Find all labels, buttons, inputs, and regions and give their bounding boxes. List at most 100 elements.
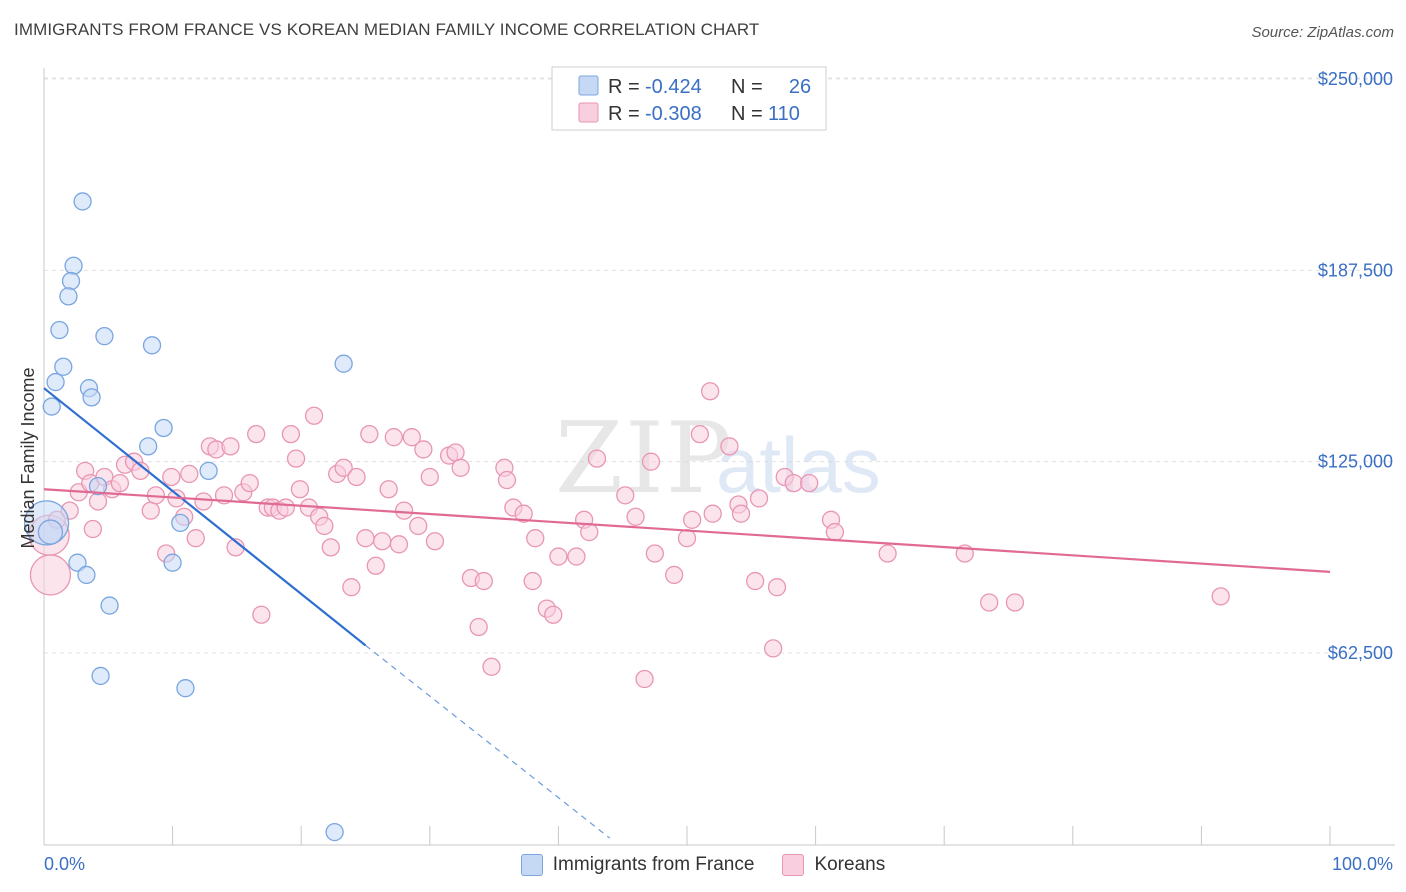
france-point (82, 388, 101, 407)
korean-point (664, 565, 684, 585)
korean-point (469, 617, 488, 637)
korean-point (384, 428, 403, 447)
korean-point (347, 467, 366, 487)
korean-point (526, 529, 545, 548)
korean-point (414, 440, 433, 459)
source-label: Source: ZipAtlas.com (1251, 24, 1394, 41)
korean-point (731, 504, 751, 523)
korean-point (580, 522, 599, 542)
france-point (325, 822, 344, 842)
france-point (42, 397, 61, 416)
korean-point (703, 504, 722, 523)
korean-point (110, 473, 130, 493)
trend-lines (43, 387, 1331, 839)
y-axis-labels: $62,500 $125,000 $187,500 $250,000 (1318, 69, 1393, 663)
korean-point (409, 516, 428, 536)
korean-point (360, 424, 379, 444)
korean-point (286, 449, 306, 468)
korean-point (878, 544, 897, 563)
france-point (37, 519, 64, 545)
korean-point (764, 639, 783, 658)
korean-swatch (782, 854, 805, 876)
france-point (142, 336, 162, 355)
korean-point (474, 571, 493, 591)
france-point (77, 565, 96, 585)
korean-point (315, 516, 334, 536)
korean-point (276, 498, 295, 517)
france-point (199, 461, 218, 481)
korean-legend-swatch (578, 102, 599, 123)
korean-point (677, 529, 697, 548)
korean-r-label: R = (608, 103, 640, 125)
korean-point (334, 458, 353, 477)
france-point (139, 437, 158, 456)
korean-point (767, 578, 787, 597)
korean-point (800, 473, 819, 493)
korean-point (186, 529, 205, 548)
legend-label-korean: Koreans (814, 854, 886, 875)
korean-point (567, 547, 586, 566)
france-point (334, 354, 353, 373)
stats-legend: R = -0.424 N = 26 R = -0.308 N = 110 (551, 66, 827, 131)
korean-point (784, 473, 803, 493)
legend-item-korean[interactable]: Koreans (782, 854, 885, 876)
korean-point (645, 544, 664, 563)
korean-point (141, 501, 160, 520)
france-point (46, 372, 65, 392)
korean-point (700, 382, 720, 401)
france-point (61, 271, 81, 291)
korean-point (88, 492, 108, 511)
korean-point (1211, 587, 1230, 606)
france-swatch (520, 854, 543, 876)
france-trend-line (43, 387, 367, 647)
korean-point (587, 449, 607, 468)
y-tick-label: $125,000 (1318, 452, 1393, 472)
korean-point (366, 556, 385, 575)
korean-point (356, 529, 375, 548)
y-tick-label: $187,500 (1318, 260, 1393, 280)
y-tick-label: $250,000 (1318, 69, 1393, 89)
korean-point (304, 406, 324, 425)
korean-point (446, 443, 465, 462)
france-point (91, 666, 110, 686)
korean-points (28, 382, 1230, 689)
france-n-label: N = (731, 76, 763, 98)
france-trend-extension (365, 644, 611, 839)
korean-point (746, 571, 765, 591)
korean-point (482, 657, 501, 676)
x-tick-min: 0.0% (44, 854, 85, 874)
korean-point (83, 519, 103, 539)
korean-point (549, 547, 568, 566)
korean-point (420, 467, 439, 487)
france-point (73, 192, 92, 211)
korean-point (281, 424, 301, 444)
korean-point (252, 605, 271, 624)
france-point (88, 477, 108, 496)
korean-point (690, 424, 710, 444)
legend-label-france: Immigrants from France (552, 854, 755, 875)
korean-n-value: 110 (768, 103, 800, 125)
korean-point (379, 480, 398, 499)
france-point (176, 679, 195, 698)
korean-point (373, 532, 392, 551)
x-tick-max: 100.0% (1332, 854, 1393, 874)
korean-point (544, 605, 563, 624)
france-r-value: -0.424 (645, 76, 702, 98)
korean-point (616, 486, 635, 505)
korean-point (523, 571, 542, 591)
korean-point (626, 507, 645, 526)
france-r-label: R = (608, 76, 640, 98)
y-tick-label: $62,500 (1328, 643, 1393, 663)
korean-point (194, 492, 213, 511)
watermark: ZIP atlas (555, 402, 881, 516)
korean-point (682, 510, 702, 529)
korean-point (497, 470, 517, 490)
korean-n-label: N = (731, 103, 763, 125)
axes (43, 68, 1395, 846)
france-point (68, 553, 87, 572)
korean-point (290, 480, 310, 499)
france-point (163, 553, 182, 572)
korean-r-value: -0.308 (645, 103, 702, 125)
legend-item-france[interactable]: Immigrants from France (520, 854, 755, 876)
korean-point (641, 452, 661, 471)
